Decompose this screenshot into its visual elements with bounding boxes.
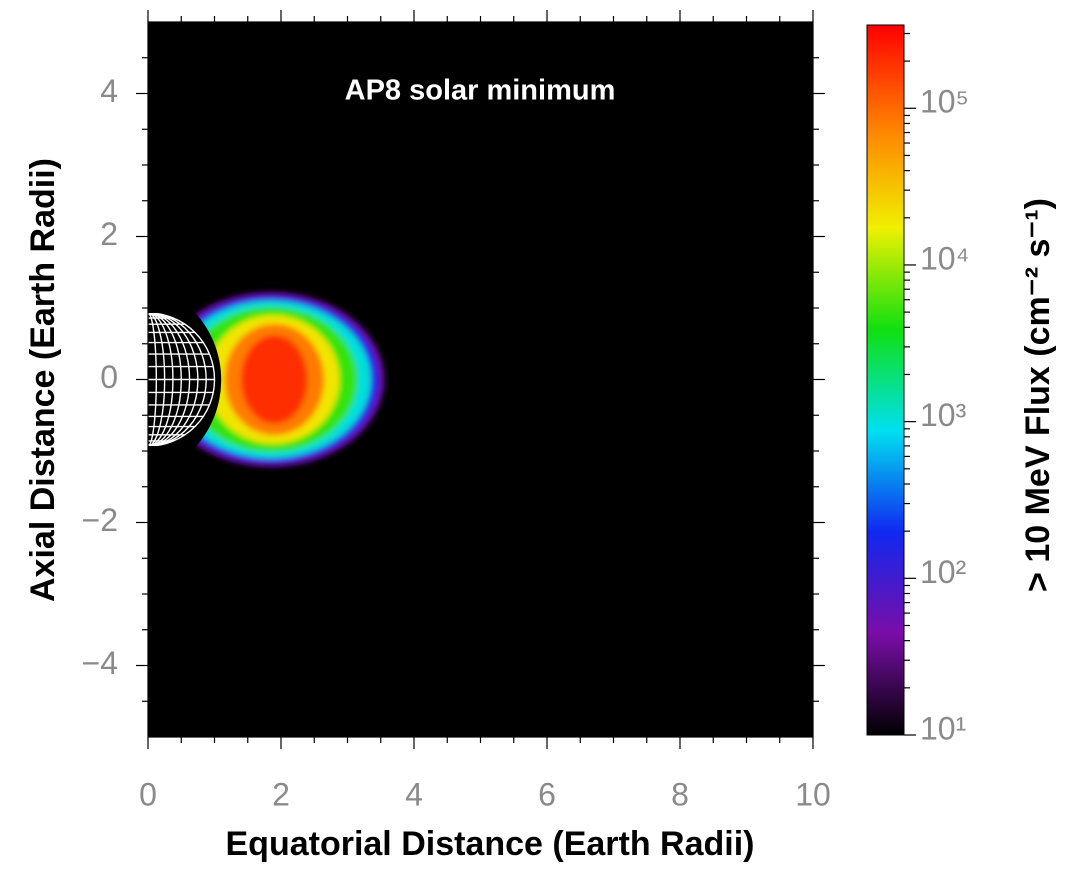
belt — [157, 292, 385, 467]
x-tick-label: 6 — [538, 776, 556, 812]
colorbar-tick-label: 10³ — [920, 397, 967, 433]
chart-title: AP8 solar minimum — [345, 75, 616, 107]
x-axis-label: Equatorial Distance (Earth Radii) — [226, 825, 755, 863]
colorbar-tick-label: 10⁵ — [920, 84, 969, 120]
colorbar-label: > 10 MeV Flux (cm⁻² s⁻¹) — [1019, 198, 1057, 592]
earth-grid — [148, 313, 216, 446]
x-tick-label: 0 — [139, 776, 157, 812]
y-tick-label: 0 — [100, 359, 118, 395]
y-axis-label: Axial Distance (Earth Radii) — [24, 158, 62, 602]
colorbar-tick-label: 10¹ — [920, 710, 966, 746]
x-tick-label: 2 — [272, 776, 290, 812]
flux-contour — [241, 335, 308, 424]
colorbar-tick-label: 10² — [920, 554, 967, 590]
x-tick-label: 4 — [405, 776, 423, 812]
colorbar — [866, 24, 905, 736]
y-tick-label: −4 — [82, 645, 118, 681]
y-tick-label: 4 — [100, 73, 118, 109]
colorbar-tick-label: 10⁴ — [920, 240, 969, 276]
axes — [136, 10, 916, 749]
x-tick-label: 8 — [671, 776, 689, 812]
y-tick-label: −2 — [82, 502, 118, 538]
earth-mesh — [148, 313, 216, 446]
x-tick-label: 10 — [795, 776, 831, 812]
y-tick-label: 2 — [100, 216, 118, 252]
